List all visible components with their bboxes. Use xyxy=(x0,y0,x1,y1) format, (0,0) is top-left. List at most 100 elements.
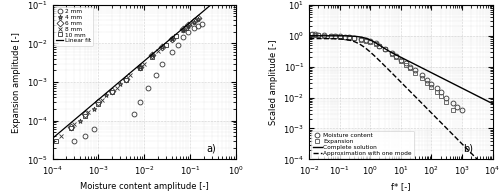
Moisture content xyxy=(388,52,394,54)
4 mm xyxy=(160,46,166,48)
2 mm xyxy=(131,113,137,115)
Approximation with one mode xyxy=(412,96,418,98)
Line: Approximation with one mode: Approximation with one mode xyxy=(309,39,492,175)
Line: Moisture content: Moisture content xyxy=(309,31,464,112)
2 mm xyxy=(136,101,142,103)
10 mm xyxy=(82,115,87,118)
2 mm xyxy=(145,87,151,89)
Expansion xyxy=(382,48,388,50)
Expansion xyxy=(450,109,456,111)
8 mm xyxy=(72,123,78,126)
2 mm xyxy=(175,44,181,46)
10 mm xyxy=(173,34,179,37)
Moisture content xyxy=(332,35,338,37)
Expansion xyxy=(316,34,322,37)
6 mm xyxy=(195,17,201,19)
Moisture content xyxy=(438,91,444,93)
Expansion xyxy=(443,101,449,103)
Moisture content xyxy=(443,96,449,99)
Approximation with one mode xyxy=(318,37,324,40)
Expansion xyxy=(434,91,440,93)
Moisture content xyxy=(398,58,404,61)
Line: 2 mm: 2 mm xyxy=(72,22,204,143)
Expansion xyxy=(308,33,314,36)
Moisture content xyxy=(346,36,352,38)
Moisture content xyxy=(372,42,378,45)
Moisture content xyxy=(358,38,364,40)
Moisture content xyxy=(320,34,326,37)
6 mm xyxy=(169,38,175,40)
Expansion xyxy=(412,72,418,74)
Expansion xyxy=(336,36,342,38)
Complete solution xyxy=(318,35,324,37)
Expansion xyxy=(362,40,368,42)
Expansion xyxy=(438,95,444,97)
6 mm xyxy=(68,126,73,128)
8 mm xyxy=(128,74,134,76)
Approximation with one mode xyxy=(490,174,496,176)
8 mm xyxy=(155,50,161,52)
6 mm xyxy=(180,28,186,30)
Expansion xyxy=(424,82,430,84)
6 mm xyxy=(160,46,166,48)
4 mm xyxy=(149,54,155,56)
Approximation with one mode xyxy=(464,148,470,150)
Approximation with one mode xyxy=(423,106,429,108)
Y-axis label: Scaled amplitude [-]: Scaled amplitude [-] xyxy=(268,39,278,125)
8 mm xyxy=(180,29,186,31)
Legend: 2 mm, 4 mm, 6 mm, 8 mm, 10 mm, Linear fit: 2 mm, 4 mm, 6 mm, 8 mm, 10 mm, Linear fi… xyxy=(54,7,93,46)
2 mm xyxy=(160,62,166,65)
Expansion xyxy=(346,36,352,39)
6 mm xyxy=(123,78,129,80)
Expansion xyxy=(368,41,374,44)
Expansion xyxy=(403,64,409,66)
Expansion xyxy=(342,36,348,38)
Moisture content xyxy=(312,33,318,36)
4 mm xyxy=(117,83,123,85)
10 mm xyxy=(123,79,129,82)
8 mm xyxy=(85,111,91,113)
Moisture content xyxy=(362,39,368,41)
Y-axis label: Expansion amplitude [-]: Expansion amplitude [-] xyxy=(12,32,21,132)
8 mm xyxy=(169,38,175,40)
X-axis label: f* [-]: f* [-] xyxy=(391,182,410,191)
10 mm xyxy=(149,56,155,58)
Moisture content xyxy=(368,40,374,43)
Moisture content xyxy=(376,44,382,47)
Moisture content xyxy=(454,106,460,108)
10 mm xyxy=(96,103,102,105)
Expansion xyxy=(393,56,399,59)
10 mm xyxy=(163,44,169,46)
Expansion xyxy=(388,53,394,55)
Expansion xyxy=(398,60,404,62)
6 mm xyxy=(96,101,102,103)
2 mm xyxy=(198,23,204,25)
Moisture content xyxy=(308,33,314,35)
Line: 10 mm: 10 mm xyxy=(54,26,188,143)
Moisture content xyxy=(316,34,322,36)
2 mm xyxy=(153,74,159,76)
Complete solution xyxy=(464,89,470,92)
Expansion xyxy=(376,45,382,47)
Expansion xyxy=(312,34,318,36)
6 mm xyxy=(109,89,115,92)
Moisture content xyxy=(424,79,430,81)
Line: 6 mm: 6 mm xyxy=(68,16,200,129)
4 mm xyxy=(190,21,196,24)
6 mm xyxy=(185,24,191,26)
Complete solution xyxy=(306,35,312,37)
Complete solution xyxy=(412,64,418,66)
6 mm xyxy=(190,20,196,22)
10 mm xyxy=(182,27,188,29)
6 mm xyxy=(82,113,87,115)
10 mm xyxy=(68,127,73,129)
Complete solution xyxy=(423,69,429,71)
Line: 4 mm: 4 mm xyxy=(78,17,200,123)
Expansion xyxy=(419,77,425,79)
10 mm xyxy=(109,91,115,93)
4 mm xyxy=(91,108,97,110)
Expansion xyxy=(320,35,326,37)
Complete solution xyxy=(445,80,451,82)
4 mm xyxy=(77,120,83,122)
Expansion xyxy=(352,37,358,40)
